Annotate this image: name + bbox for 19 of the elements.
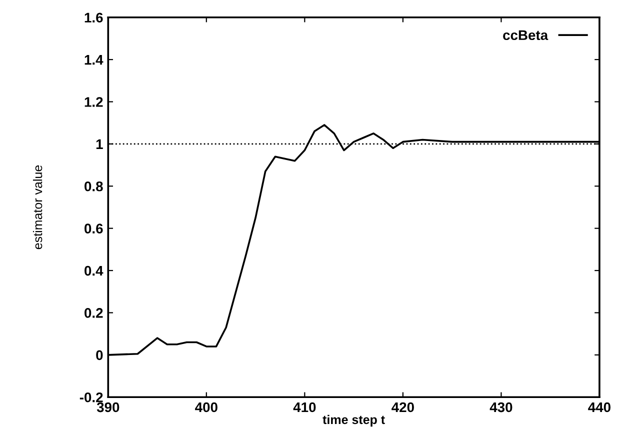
y-tick-label: 1.4 xyxy=(84,55,104,65)
legend-label: ccBeta xyxy=(503,30,548,40)
y-tick-label: 0.2 xyxy=(84,308,103,318)
y-axis-title: estimator value xyxy=(32,165,42,250)
y-tick-label: -0.2 xyxy=(80,392,103,402)
x-tick-label: 390 xyxy=(96,402,120,412)
x-tick-label: 430 xyxy=(490,402,512,412)
y-tick-label: 1.6 xyxy=(84,12,103,23)
y-tick-label: 0.4 xyxy=(84,266,104,276)
x-tick-label: 420 xyxy=(392,402,414,412)
x-tick-label: 410 xyxy=(293,402,316,412)
y-tick-label: 1 xyxy=(96,139,103,149)
x-axis-title: time step t xyxy=(322,414,385,427)
y-tick-label: 0 xyxy=(96,350,103,360)
x-tick-label: 440 xyxy=(588,402,610,412)
y-tick-label: 0.8 xyxy=(84,181,103,192)
y-tick-label: 1.2 xyxy=(84,97,103,107)
y-tick-label: 0.6 xyxy=(84,224,103,234)
x-tick-label: 400 xyxy=(195,402,218,412)
